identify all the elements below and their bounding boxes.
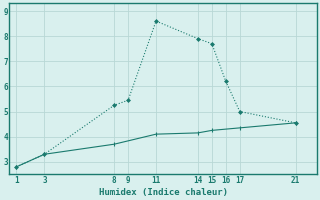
X-axis label: Humidex (Indice chaleur): Humidex (Indice chaleur) <box>99 188 228 197</box>
